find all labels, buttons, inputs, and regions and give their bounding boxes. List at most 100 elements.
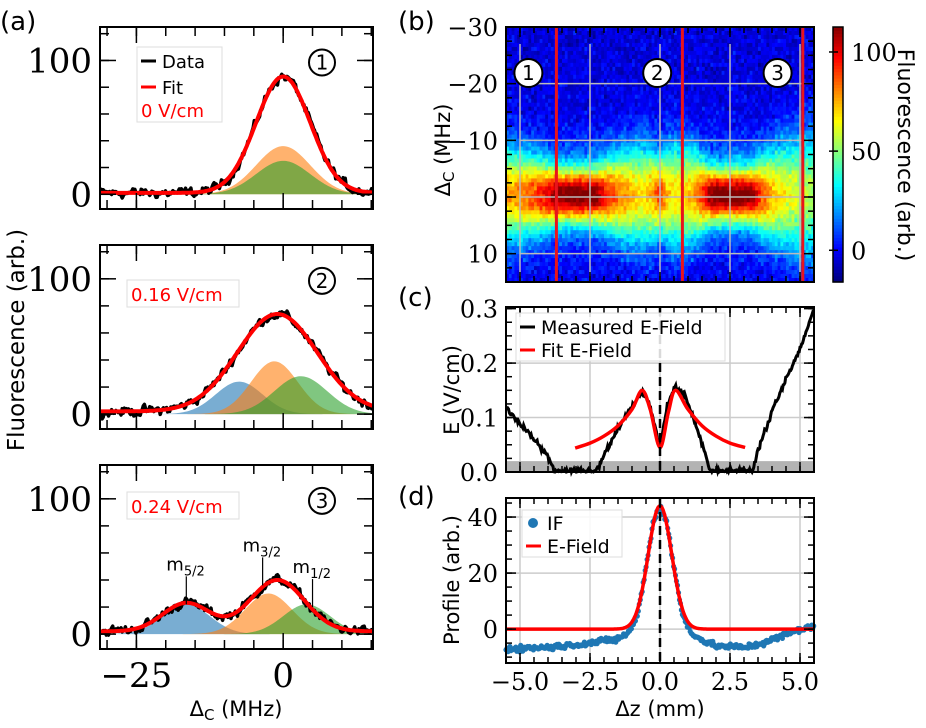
heatmap-cell: [618, 158, 622, 164]
heatmap-cell: [525, 34, 529, 40]
heatmap-cell: [573, 46, 577, 52]
heatmap-cell: [567, 166, 571, 172]
heatmap-cell: [573, 78, 577, 84]
heatmap-cell: [528, 98, 532, 104]
heatmap-cell: [660, 150, 664, 156]
heatmap-cell: [559, 270, 563, 275]
heatmap-cell: [626, 86, 630, 92]
heatmap-cell: [578, 278, 583, 283]
heatmap-cell: [665, 246, 669, 251]
heatmap-cell: [643, 102, 647, 108]
heatmap-cell: [618, 278, 622, 283]
heatmap-cell: [702, 214, 706, 219]
heatmap-cell: [550, 46, 555, 52]
heatmap-cell: [660, 242, 664, 247]
heatmap-cell: [520, 30, 524, 36]
heatmap-cell: [643, 186, 647, 191]
heatmap-cell: [514, 30, 518, 36]
heatmap-cell: [710, 170, 714, 176]
heatmap-cell: [567, 182, 571, 187]
heatmap-cell: [573, 154, 577, 160]
heatmap-cell: [581, 114, 585, 120]
heatmap-cell: [562, 118, 566, 124]
heatmap-cell: [525, 270, 529, 275]
heatmap-cell: [629, 206, 633, 211]
heatmap-cell: [567, 170, 571, 176]
heatmap-cell: [506, 134, 510, 140]
heatmap-cell: [657, 158, 661, 164]
heatmap-cell: [564, 118, 569, 124]
heatmap-cell: [626, 146, 630, 152]
heatmap-cell: [685, 242, 689, 247]
heatmap-cell: [704, 110, 709, 116]
heatmap-cell: [506, 146, 510, 152]
heatmap-cell: [522, 27, 527, 32]
heatmap-cell: [623, 226, 627, 231]
heatmap-cell: [620, 210, 625, 215]
heatmap-cell: [548, 126, 552, 132]
heatmap-cell: [671, 66, 675, 72]
heatmap-cell: [646, 82, 650, 88]
heatmap-cell: [601, 210, 605, 215]
heatmap-cell: [648, 170, 653, 176]
heatmap-cell: [699, 190, 703, 195]
heatmap-cell: [696, 162, 700, 168]
heatmap-cell: [690, 150, 695, 156]
heatmap-cell: [506, 50, 510, 56]
heatmap-cell: [514, 226, 518, 231]
heatmap-cell: [699, 134, 703, 140]
heatmap-cell: [674, 122, 678, 128]
heatmap-cell: [671, 142, 675, 148]
heatmap-cell: [632, 98, 636, 104]
heatmap-cell: [648, 178, 653, 183]
heatmap-cell: [531, 134, 535, 140]
heatmap-cell: [559, 246, 563, 251]
heatmap-cell: [609, 130, 613, 136]
heatmap-cell: [674, 254, 678, 259]
heatmap-cell: [637, 110, 641, 116]
heatmap-cell: [576, 202, 580, 207]
heatmap-cell: [688, 126, 692, 132]
heatmap-cell: [508, 54, 513, 60]
heatmap-cell: [632, 78, 636, 84]
heatmap-cell: [646, 178, 650, 183]
heatmap-cell: [564, 174, 569, 179]
heatmap-cell: [604, 158, 608, 164]
heatmap-cell: [506, 238, 510, 243]
heatmap-cell: [506, 162, 510, 168]
heatmap-cell: [693, 266, 697, 271]
heatmap-cell: [615, 222, 619, 227]
heatmap-cell: [508, 78, 513, 84]
heatmap-cell: [693, 146, 697, 152]
heatmap-cell: [668, 174, 672, 179]
heatmap-cell: [634, 186, 639, 191]
heatmap-cell: [539, 206, 543, 211]
heatmap-cell: [587, 134, 591, 140]
heatmap-cell: [660, 266, 664, 271]
heatmap-cell: [587, 206, 591, 211]
heatmap-cell: [539, 266, 543, 271]
heatmap-cell: [713, 242, 717, 247]
heatmap-cell: [506, 114, 510, 120]
heatmap-cell: [618, 190, 622, 195]
heatmap-cell: [620, 162, 625, 168]
heatmap-cell: [646, 246, 650, 251]
heatmap-cell: [581, 274, 585, 279]
heatmap-cell: [690, 170, 695, 176]
heatmap-cell: [604, 258, 608, 263]
heatmap-cell: [707, 198, 711, 203]
heatmap-cell: [640, 246, 644, 251]
heatmap-cell: [522, 162, 527, 168]
heatmap-cell: [528, 242, 532, 247]
heatmap-cell: [693, 238, 697, 243]
heatmap-cell: [581, 186, 585, 191]
heatmap-cell: [576, 86, 580, 92]
heatmap-cell: [634, 210, 639, 215]
heatmap-cell: [598, 134, 602, 140]
heatmap-cell: [668, 250, 672, 255]
heatmap-cell: [550, 66, 555, 72]
heatmap-cell: [601, 142, 605, 148]
heatmap-cell: [707, 250, 711, 255]
heatmap-cell: [704, 218, 709, 223]
heatmap-cell: [620, 214, 625, 219]
